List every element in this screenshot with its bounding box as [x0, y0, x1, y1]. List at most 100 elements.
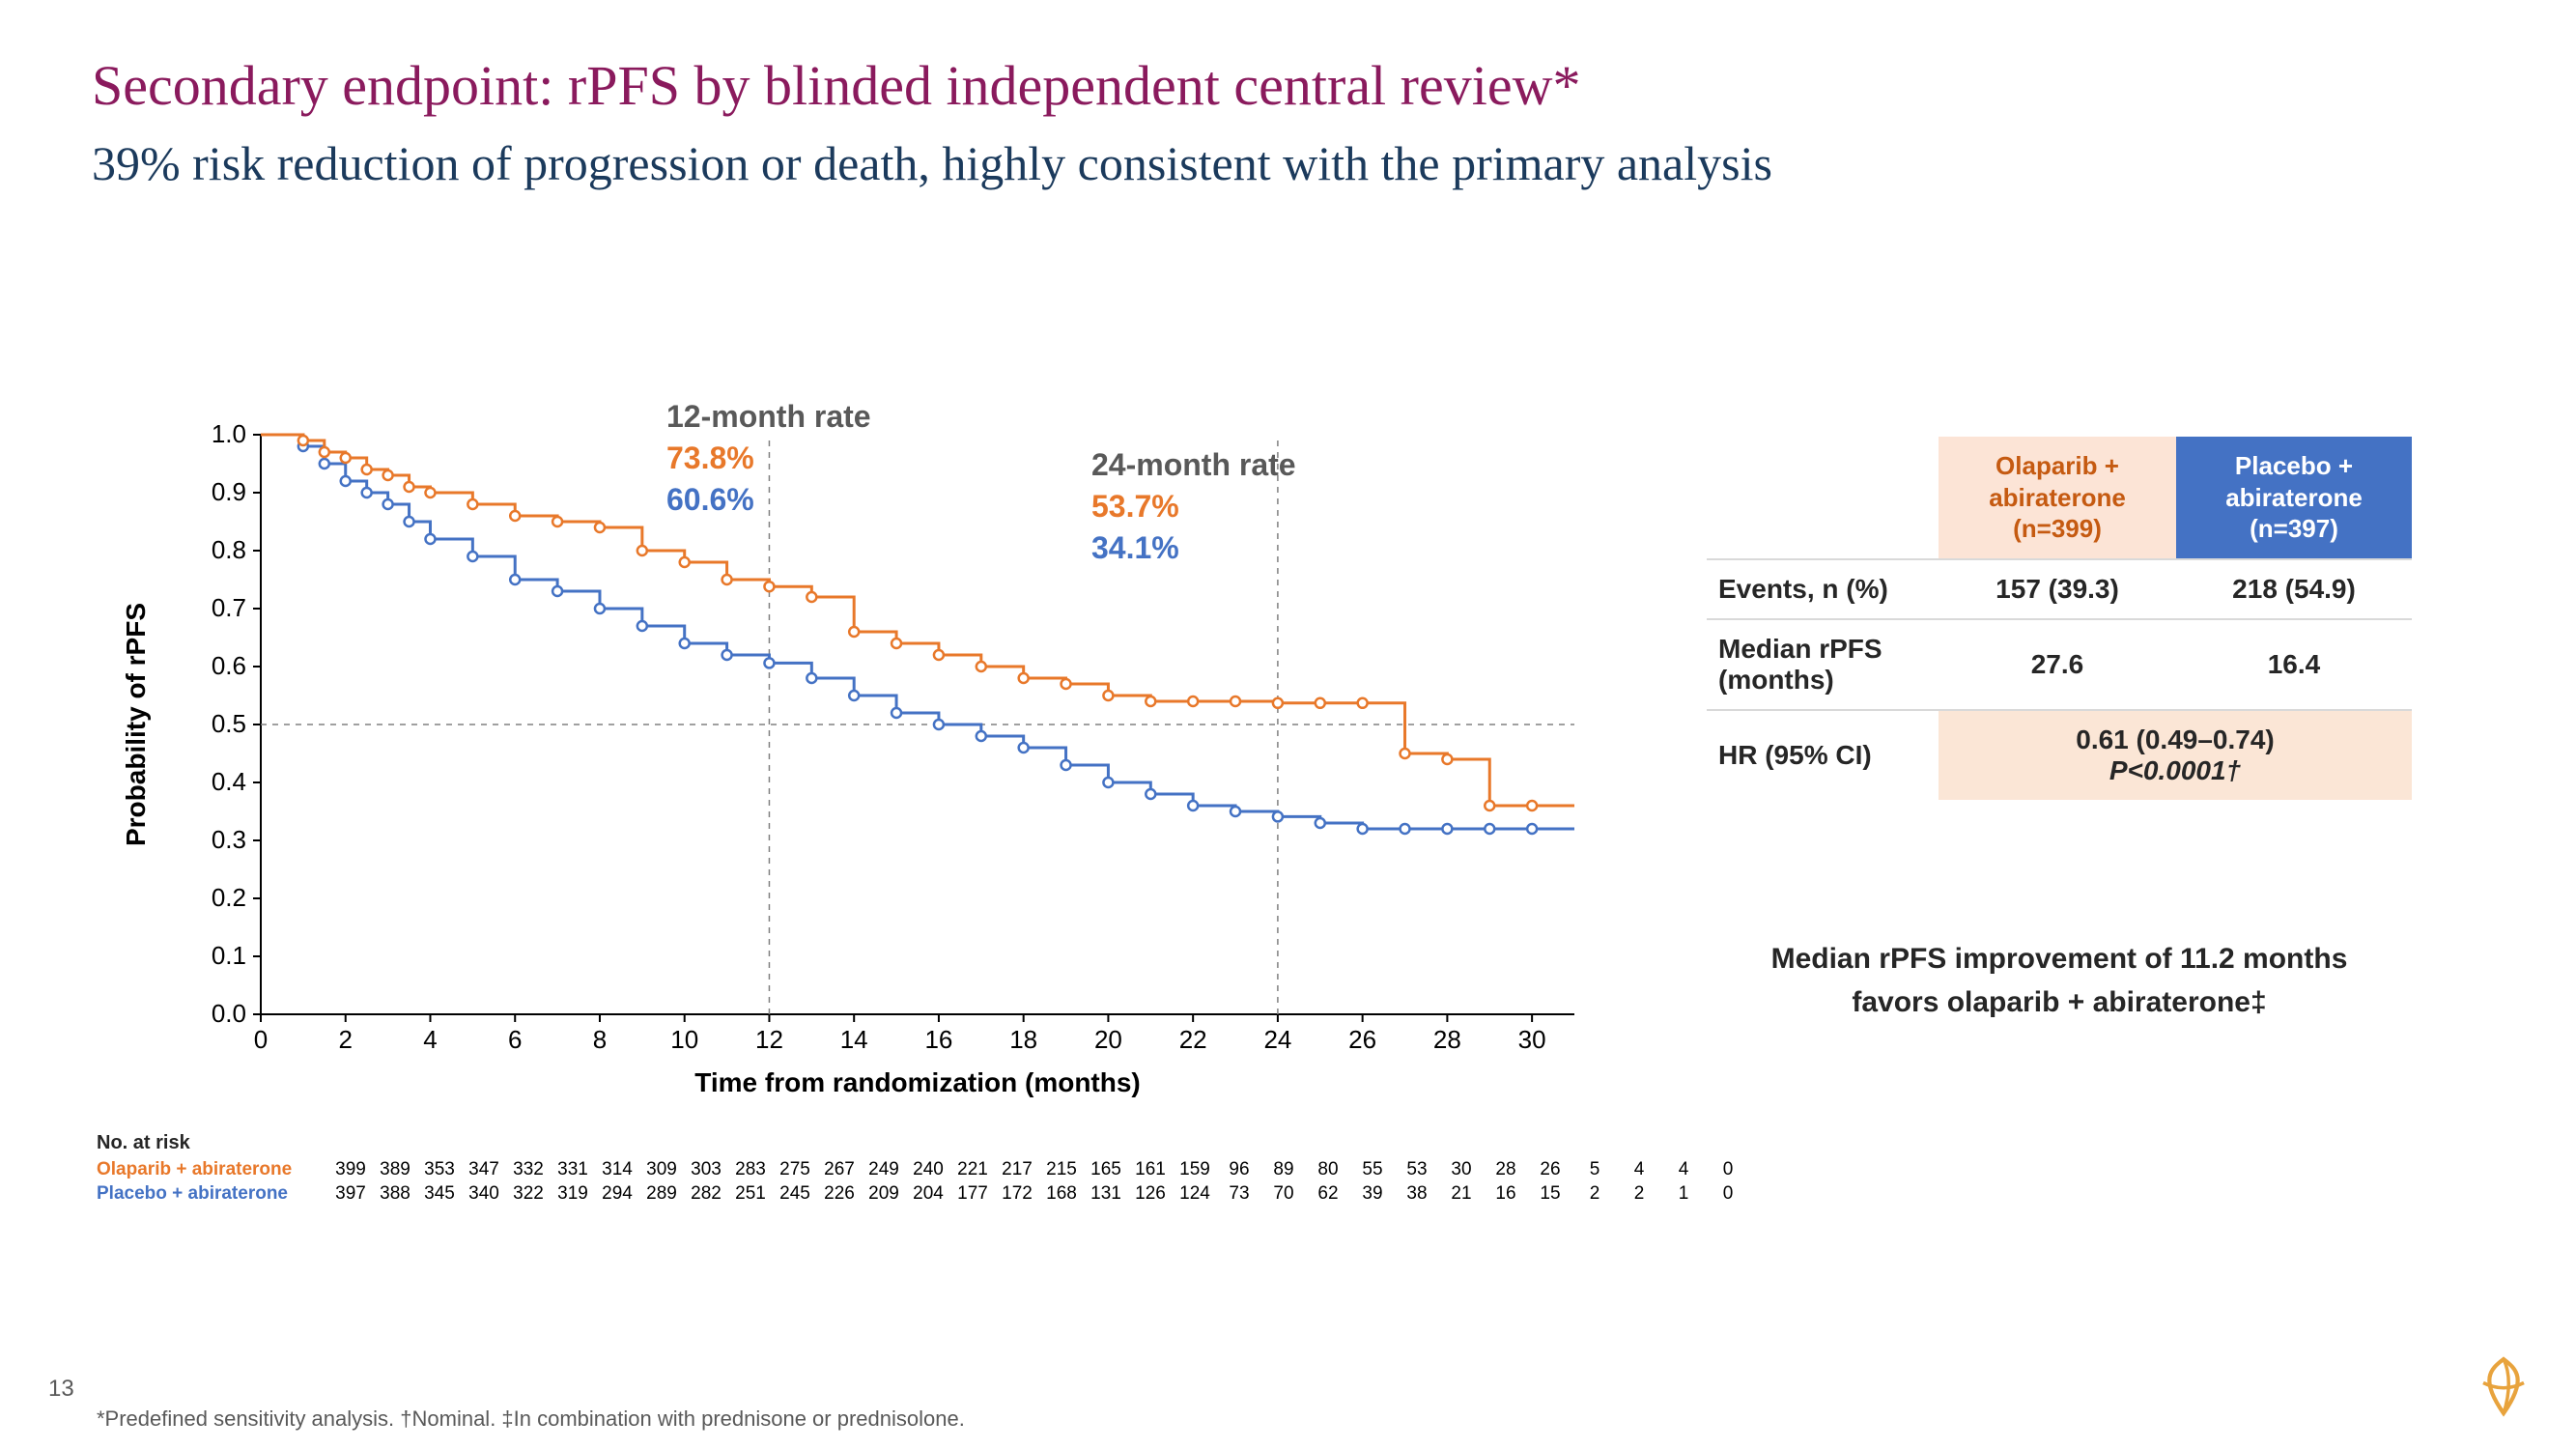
svg-text:Probability of rPFS: Probability of rPFS [121, 603, 151, 846]
risk-cell: 177 [950, 1182, 995, 1207]
risk-label: No. at risk [97, 1132, 1750, 1154]
risk-cell: 215 [1039, 1158, 1084, 1182]
risk-cell: 26 [1528, 1158, 1572, 1182]
svg-text:10: 10 [670, 1025, 698, 1054]
svg-text:30: 30 [1518, 1025, 1546, 1054]
risk-row-name: Olaparib + abiraterone [97, 1158, 328, 1182]
page-title: Secondary endpoint: rPFS by blinded inde… [92, 53, 1580, 118]
table-cell: 27.6 [1939, 619, 2176, 710]
risk-cell: 28 [1484, 1158, 1528, 1182]
svg-text:20: 20 [1094, 1025, 1122, 1054]
company-logo-icon [2470, 1352, 2537, 1420]
risk-cell: 73 [1217, 1182, 1261, 1207]
risk-cell: 303 [684, 1158, 728, 1182]
th-placebo: Placebo + abiraterone (n=397) [2176, 437, 2412, 559]
risk-cell: 55 [1350, 1158, 1395, 1182]
risk-cell: 2 [1617, 1182, 1661, 1207]
footnote: *Predefined sensitivity analysis. †Nomin… [97, 1406, 965, 1432]
callout-12mo-title: 12-month rate [666, 399, 871, 434]
table-cell: 16.4 [2176, 619, 2412, 710]
risk-cell: 340 [462, 1182, 506, 1207]
stats-table: Olaparib + abiraterone (n=399) Placebo +… [1707, 437, 2412, 800]
risk-cell: 249 [862, 1158, 906, 1182]
risk-cell: 353 [417, 1158, 462, 1182]
svg-text:0.7: 0.7 [212, 593, 246, 622]
risk-cell: 345 [417, 1182, 462, 1207]
table-cell: 218 (54.9) [2176, 559, 2412, 619]
svg-text:8: 8 [593, 1025, 607, 1054]
risk-table: No. at risk Olaparib + abiraterone399389… [97, 1132, 1750, 1206]
svg-text:1.0: 1.0 [212, 419, 246, 448]
svg-text:28: 28 [1433, 1025, 1461, 1054]
svg-text:14: 14 [840, 1025, 868, 1054]
risk-cell: 1 [1661, 1182, 1706, 1207]
risk-cell: 275 [773, 1158, 817, 1182]
risk-cell: 322 [506, 1182, 551, 1207]
risk-cell: 21 [1439, 1182, 1484, 1207]
table-row-label: Median rPFS (months) [1707, 619, 1939, 710]
svg-text:18: 18 [1009, 1025, 1037, 1054]
risk-cell: 240 [906, 1158, 950, 1182]
risk-cell: 30 [1439, 1158, 1484, 1182]
risk-cell: 131 [1084, 1182, 1128, 1207]
risk-cell: 165 [1084, 1158, 1128, 1182]
svg-text:4: 4 [423, 1025, 437, 1054]
risk-cell: 347 [462, 1158, 506, 1182]
svg-text:0.2: 0.2 [212, 883, 246, 912]
svg-text:6: 6 [508, 1025, 522, 1054]
svg-text:16: 16 [924, 1025, 952, 1054]
table-hr-cell: 0.61 (0.49–0.74)P<0.0001† [1939, 710, 2412, 800]
risk-cell: 209 [862, 1182, 906, 1207]
risk-cell: 204 [906, 1182, 950, 1207]
risk-cell: 16 [1484, 1182, 1528, 1207]
svg-text:0.4: 0.4 [212, 767, 246, 796]
risk-cell: 221 [950, 1158, 995, 1182]
svg-text:26: 26 [1348, 1025, 1376, 1054]
svg-text:0.5: 0.5 [212, 709, 246, 738]
svg-text:24: 24 [1263, 1025, 1291, 1054]
risk-cell: 2 [1572, 1182, 1617, 1207]
risk-cell: 267 [817, 1158, 862, 1182]
risk-cell: 282 [684, 1182, 728, 1207]
svg-text:0.0: 0.0 [212, 999, 246, 1028]
risk-cell: 389 [373, 1158, 417, 1182]
th-olaparib: Olaparib + abiraterone (n=399) [1939, 437, 2176, 559]
risk-cell: 39 [1350, 1182, 1395, 1207]
page-subtitle: 39% risk reduction of progression or dea… [92, 135, 1772, 191]
risk-cell: 5 [1572, 1158, 1617, 1182]
risk-cell: 38 [1395, 1182, 1439, 1207]
table-cell: 157 (39.3) [1939, 559, 2176, 619]
callout-24mo-blue: 34.1% [1091, 527, 1296, 569]
risk-cell: 80 [1306, 1158, 1350, 1182]
risk-cell: 309 [639, 1158, 684, 1182]
risk-cell: 217 [995, 1158, 1039, 1182]
risk-cell: 89 [1261, 1158, 1306, 1182]
callout-24mo-title: 24-month rate [1091, 447, 1296, 482]
risk-cell: 168 [1039, 1182, 1084, 1207]
risk-cell: 289 [639, 1182, 684, 1207]
risk-cell: 294 [595, 1182, 639, 1207]
svg-text:2: 2 [339, 1025, 353, 1054]
risk-cell: 4 [1617, 1158, 1661, 1182]
risk-row-name: Placebo + abiraterone [97, 1182, 328, 1207]
svg-text:0.1: 0.1 [212, 941, 246, 970]
summary-line1: Median rPFS improvement of 11.2 months [1707, 937, 2412, 980]
svg-text:0.3: 0.3 [212, 825, 246, 854]
svg-text:Time from randomization (month: Time from randomization (months) [694, 1067, 1141, 1097]
summary: Median rPFS improvement of 11.2 months f… [1707, 937, 2412, 1024]
svg-text:0: 0 [254, 1025, 268, 1054]
risk-cell: 245 [773, 1182, 817, 1207]
risk-cell: 332 [506, 1158, 551, 1182]
table-row-label: HR (95% CI) [1707, 710, 1939, 800]
risk-cell: 124 [1173, 1182, 1217, 1207]
summary-line2: favors olaparib + abiraterone‡ [1707, 980, 2412, 1024]
risk-cell: 15 [1528, 1182, 1572, 1207]
callout-24mo-orange: 53.7% [1091, 486, 1296, 527]
risk-cell: 53 [1395, 1158, 1439, 1182]
risk-cell: 126 [1128, 1182, 1173, 1207]
risk-cell: 388 [373, 1182, 417, 1207]
callout-12mo: 12-month rate 73.8% 60.6% [666, 396, 871, 522]
risk-cell: 62 [1306, 1182, 1350, 1207]
callout-12mo-orange: 73.8% [666, 438, 871, 479]
risk-cell: 0 [1706, 1182, 1750, 1207]
